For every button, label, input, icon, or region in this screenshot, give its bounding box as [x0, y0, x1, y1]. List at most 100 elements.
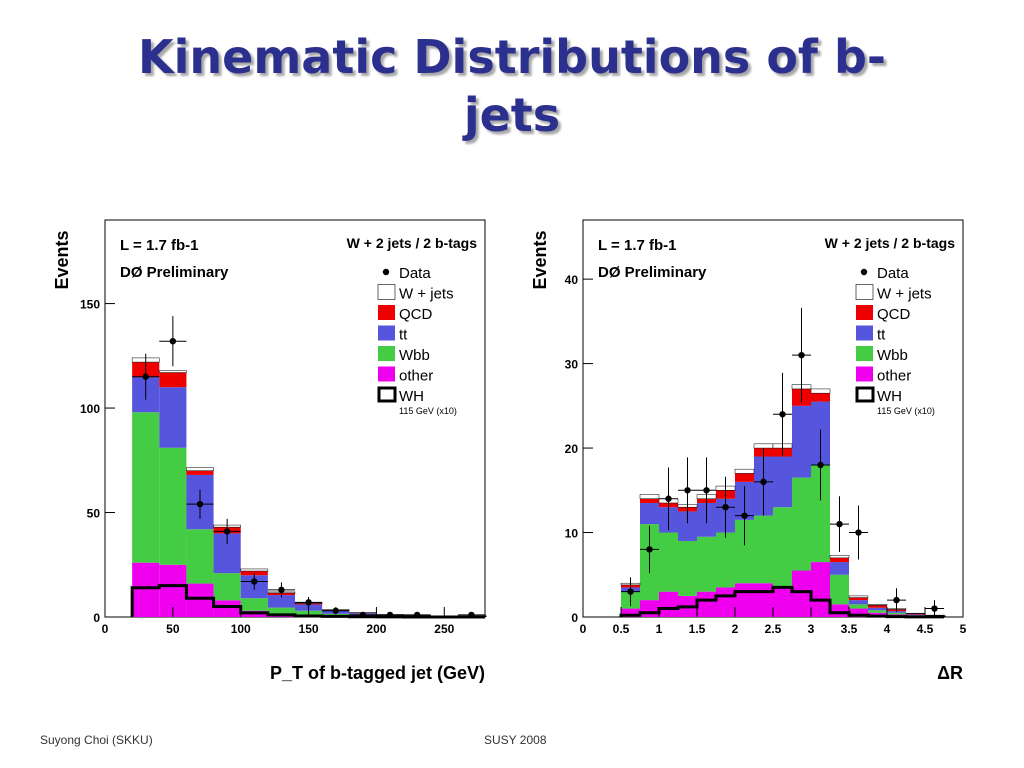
footer-author: Suyong Choi (SKKU) — [40, 733, 153, 747]
legend-wh-note: 115 GeV (x10) — [877, 406, 935, 416]
bar-wbb-2 — [659, 532, 678, 592]
legend-wh-note: 115 GeV (x10) — [399, 406, 457, 416]
x-tick-label-2: 1 — [656, 622, 663, 636]
bar-other-6 — [735, 583, 754, 617]
legend-swatch-tt — [378, 325, 395, 341]
bar-other-2 — [659, 591, 678, 617]
bar-wbb-1 — [159, 447, 187, 565]
legend-label-other: other — [399, 368, 433, 385]
data-point-1 — [169, 337, 177, 345]
bar-other-1 — [640, 600, 659, 617]
data-point-8 — [779, 411, 786, 418]
bar-qcd-2 — [186, 470, 214, 475]
data-point-7 — [332, 607, 339, 614]
legend-label-other: other — [877, 368, 911, 385]
slide-title-line2: jets — [463, 88, 561, 142]
legend-swatch-wh — [377, 386, 397, 403]
bar-other-5 — [716, 587, 735, 617]
data-point-9 — [386, 611, 394, 619]
x-tick-label-4: 200 — [366, 622, 386, 636]
bar-other-4 — [697, 591, 716, 617]
x-tick-label-8: 4 — [884, 622, 891, 636]
legend-label-data: Data — [877, 265, 909, 282]
bar-qcd-15 — [906, 613, 925, 615]
bar-wjets-11 — [829, 555, 850, 559]
data-point-5 — [278, 586, 285, 594]
bar-wjets-1 — [159, 370, 187, 373]
bar-wbb-10 — [811, 464, 830, 563]
legend-label-tt: tt — [399, 327, 408, 344]
y-tick-label-0: 0 — [571, 611, 578, 625]
data-point-4 — [703, 487, 710, 494]
data-point-6 — [741, 512, 748, 519]
y-tick-label-1: 50 — [87, 507, 101, 521]
y-tick-label-4: 40 — [565, 273, 579, 287]
x-tick-label-1: 50 — [166, 622, 180, 636]
wh-signal-line — [619, 585, 946, 619]
bar-wjets-2 — [186, 467, 214, 471]
bar-wbb-13 — [868, 610, 887, 613]
data-point-1 — [646, 546, 653, 553]
wh-signal-line — [130, 584, 487, 619]
data-point-6 — [305, 599, 312, 606]
x-axis-label: P_T of b-tagged jet (GeV) — [270, 663, 485, 683]
x-tick-label-0: 0 — [580, 622, 587, 636]
x-tick-label-5: 250 — [434, 622, 454, 636]
bar-tt-1 — [159, 387, 187, 448]
data-point-14 — [931, 605, 938, 612]
bar-other-2 — [186, 583, 214, 617]
bar-qcd-10 — [811, 393, 830, 402]
y-tick-label-0: 0 — [93, 611, 100, 625]
legend-swatch-wbb — [856, 346, 873, 361]
bar-other-11 — [830, 604, 849, 617]
bar-tt-15 — [906, 614, 925, 616]
data-point-3 — [684, 487, 691, 494]
x-axis-label: ΔR — [937, 663, 963, 683]
bar-wbb-5 — [716, 532, 735, 588]
y-tick-label-3: 150 — [80, 298, 100, 312]
slide-title-line1: Kinematic Distributions of b- — [138, 30, 886, 84]
bar-qcd-1 — [159, 372, 187, 388]
x-tick-label-6: 3 — [808, 622, 815, 636]
data-point-11 — [836, 520, 843, 528]
bar-wbb-6 — [735, 519, 754, 584]
data-point-13 — [893, 596, 900, 604]
data-point-0 — [142, 373, 149, 380]
bar-wbb-3 — [678, 540, 697, 596]
legend-label-wh: WH — [877, 388, 902, 405]
legend-label-qcd: QCD — [877, 306, 911, 323]
bar-tt-9 — [792, 405, 811, 478]
experiment-label: DØ Preliminary — [120, 264, 229, 281]
bar-tt-1 — [640, 502, 659, 525]
legend-swatch-qcd — [856, 305, 873, 320]
bar-tt-3 — [678, 511, 697, 541]
chart-delta-r: 0 10 20 30 40 0 0.5 1 1.5 2 2.5 3 3.5 4 4.5 5 Events ΔR L … — [530, 219, 967, 683]
y-axis-label: Events — [52, 230, 72, 289]
slide-title: Kinematic Distributions of b- jets — [0, 28, 1024, 144]
x-tick-label-10: 5 — [960, 622, 967, 636]
bar-wbb-4 — [240, 598, 268, 611]
data-point-10 — [817, 461, 824, 469]
legend-swatch-wbb — [378, 346, 395, 361]
legend-label-tt: tt — [877, 327, 886, 344]
bar-tt-12 — [849, 600, 868, 605]
data-point-12 — [855, 529, 862, 536]
bar-wbb-12 — [849, 604, 868, 609]
x-tick-label-1: 0.5 — [613, 622, 630, 636]
x-tick-label-0: 0 — [102, 622, 109, 636]
experiment-label: DØ Preliminary — [598, 264, 707, 281]
bar-other-0 — [132, 562, 160, 617]
legend-swatch-wjets — [377, 284, 396, 300]
legend-label-wh: WH — [399, 388, 424, 405]
bar-wjets-4 — [240, 568, 269, 572]
x-tick-label-9: 4.5 — [917, 622, 934, 636]
bar-wjets-10 — [810, 388, 831, 394]
bar-wbb-8 — [773, 507, 792, 588]
legend-swatch-qcd — [378, 305, 395, 320]
bar-wbb-5 — [267, 607, 295, 614]
legend-swatch-other — [856, 366, 873, 382]
legend-label-wbb: Wbb — [399, 347, 430, 364]
data-point-10 — [413, 611, 421, 619]
bar-other-10 — [811, 562, 830, 617]
data-point-0 — [627, 588, 634, 595]
